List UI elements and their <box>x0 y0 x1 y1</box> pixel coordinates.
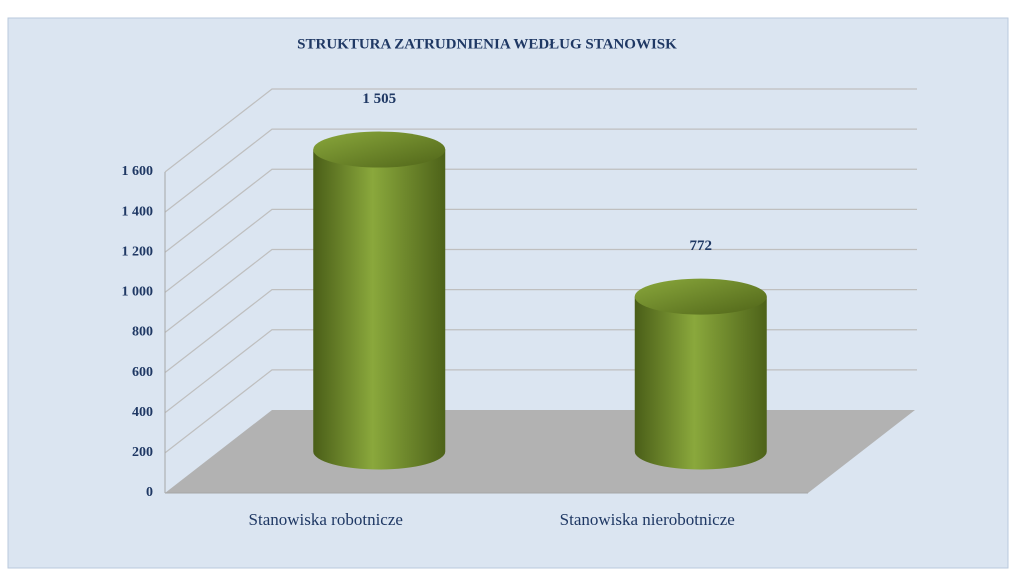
y-tick-label: 1 400 <box>122 204 154 219</box>
y-tick-label: 1 600 <box>122 164 154 179</box>
cylinder-top <box>634 278 767 315</box>
cylinder-body <box>313 149 446 470</box>
cylinder-body <box>634 296 767 470</box>
y-tick-label: 0 <box>146 485 153 500</box>
y-tick-label: 1 200 <box>122 244 154 259</box>
grid-line <box>164 128 917 213</box>
y-tick-label: 600 <box>132 365 153 380</box>
grid-line <box>164 88 917 173</box>
cylinder-top <box>313 131 446 168</box>
value-label: 772 <box>690 238 713 254</box>
grid-line <box>164 168 917 253</box>
y-tick-label: 1 000 <box>122 285 154 300</box>
value-label: 1 505 <box>362 91 396 107</box>
y-tick-label: 200 <box>132 445 153 460</box>
y-tick-label: 800 <box>132 325 153 340</box>
cylinder <box>634 278 767 470</box>
cylinder <box>313 131 446 470</box>
grid-line <box>164 248 917 333</box>
x-tick-label: Stanowiska nierobotnicze <box>560 510 735 529</box>
grid-line <box>164 208 917 293</box>
x-tick-label: Stanowiska robotnicze <box>249 510 403 529</box>
y-tick-label: 400 <box>132 405 153 420</box>
chart-title: STRUKTURA ZATRUDNIENIA WEDŁUG STANOWISK <box>297 36 677 52</box>
floor <box>165 410 915 493</box>
